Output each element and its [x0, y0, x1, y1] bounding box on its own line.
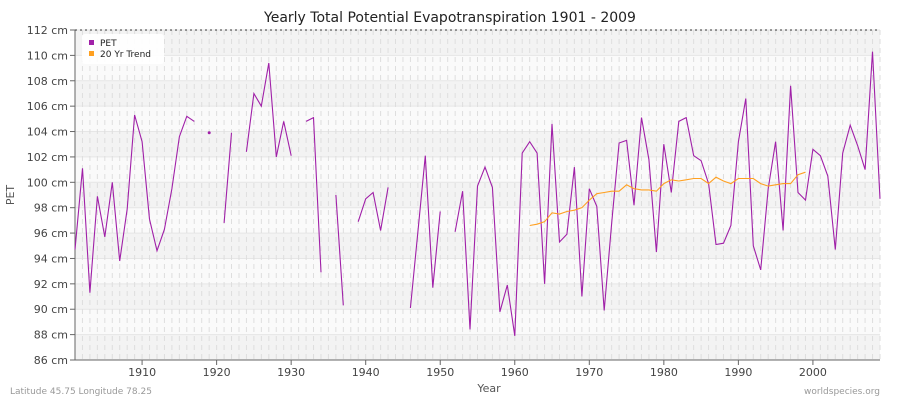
legend-label-pet: PET [100, 39, 117, 49]
legend-swatch-pet [89, 40, 94, 45]
y-tick-label: 94 cm [34, 252, 68, 265]
x-tick-label: 1980 [650, 366, 678, 379]
grid-band [75, 131, 880, 157]
grid-band [75, 258, 880, 284]
x-tick-label: 1940 [352, 366, 380, 379]
y-tick-label: 90 cm [34, 303, 68, 316]
y-tick-label: 86 cm [34, 354, 68, 367]
source-caption: worldspecies.org [804, 387, 880, 397]
y-tick-label: 106 cm [27, 100, 68, 113]
series-line-pet [357, 187, 389, 231]
series-line-pet [454, 51, 881, 336]
y-tick-label: 104 cm [27, 126, 68, 139]
grid-band [75, 233, 880, 259]
y-tick-label: 88 cm [34, 329, 68, 342]
legend: PET 20 Yr Trend [82, 34, 164, 64]
y-tick-label: 108 cm [27, 75, 68, 88]
series-line-pet [409, 155, 441, 309]
series-line-pet [305, 116, 322, 273]
data-point-pet [207, 131, 211, 135]
grid-band [75, 283, 880, 310]
x-tick-label: 1970 [575, 366, 603, 379]
x-tick-label: 1910 [128, 366, 156, 379]
legend-swatch-trend [89, 51, 94, 56]
x-tick-label: 1950 [426, 366, 454, 379]
x-tick-label: 2000 [799, 366, 827, 379]
y-tick-label: 98 cm [34, 202, 68, 215]
x-axis-label: Year [476, 382, 501, 395]
y-tick-label: 110 cm [27, 49, 68, 62]
location-caption: Latitude 45.75 Longitude 78.25 [10, 387, 152, 397]
y-tick-label: 92 cm [34, 278, 68, 291]
series-line-pet [74, 114, 195, 293]
y-tick-label: 96 cm [34, 227, 68, 240]
series-line-pet [223, 132, 233, 223]
series-line-pet [245, 62, 292, 158]
grid-band [75, 106, 880, 132]
x-tick-label: 1920 [203, 366, 231, 379]
y-axis-label: PET [4, 185, 17, 206]
y-tick-label: 100 cm [27, 176, 68, 189]
chart-title: Yearly Total Potential Evapotranspiratio… [263, 10, 636, 26]
series-line-pet [335, 194, 344, 306]
y-tick-label: 112 cm [27, 24, 68, 37]
x-tick-label: 1960 [501, 366, 529, 379]
legend-label-trend: 20 Yr Trend [100, 50, 151, 60]
x-tick-label: 1990 [724, 366, 752, 379]
y-tick-label: 102 cm [27, 151, 68, 164]
series-line-trend [529, 171, 806, 227]
x-tick-label: 1930 [277, 366, 305, 379]
